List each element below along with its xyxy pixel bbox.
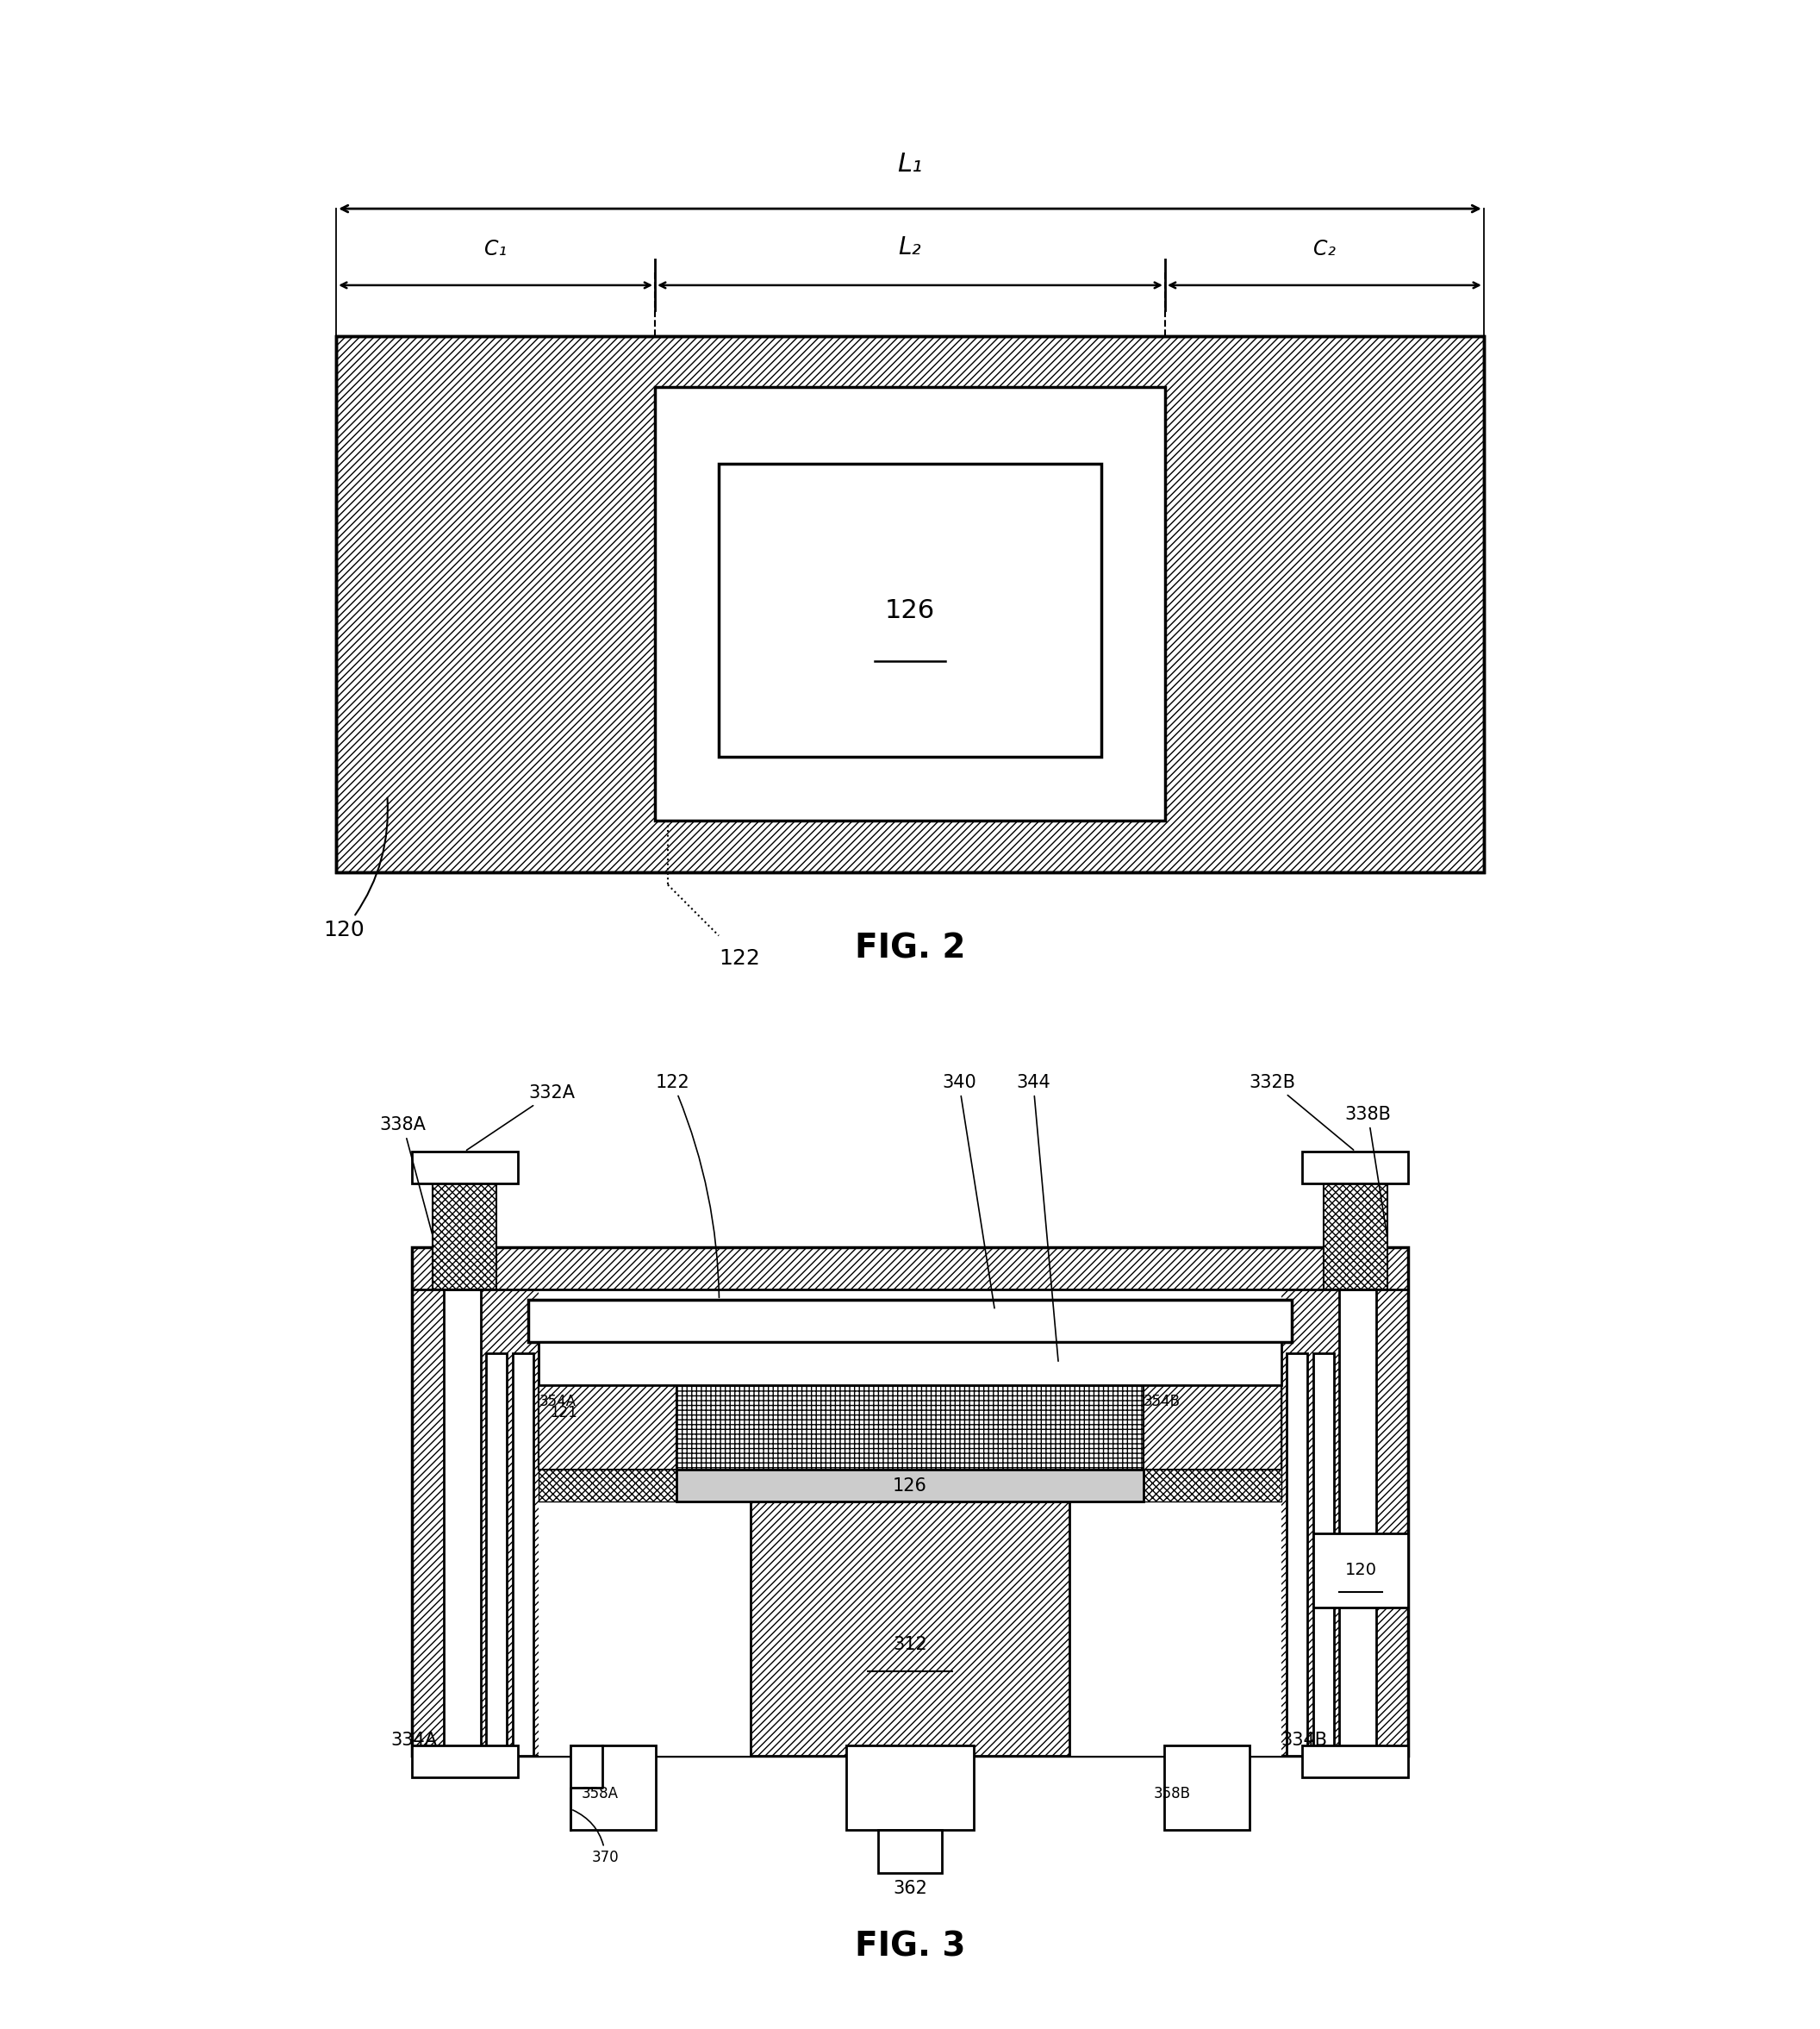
Text: FIG. 3: FIG. 3 — [855, 1930, 965, 1964]
Text: 332B: 332B — [1249, 1073, 1354, 1150]
Text: C₂: C₂ — [1314, 239, 1336, 260]
Text: 121: 121 — [550, 1404, 577, 1420]
Bar — [1143, 1384, 1281, 1469]
Bar — [719, 465, 1101, 757]
Text: 334A: 334A — [391, 1731, 437, 1749]
Text: C₁: C₁ — [484, 239, 506, 260]
Text: 338B: 338B — [1345, 1106, 1390, 1234]
Text: 122: 122 — [719, 948, 761, 970]
Text: 362: 362 — [894, 1881, 926, 1897]
Bar — [1340, 1288, 1376, 1755]
Bar — [539, 1343, 1281, 1469]
Bar — [655, 388, 1165, 822]
Bar — [1165, 1745, 1249, 1830]
Text: 120: 120 — [324, 797, 388, 939]
Text: FIG. 2: FIG. 2 — [855, 931, 965, 964]
Bar — [879, 1830, 941, 1873]
Text: 340: 340 — [941, 1073, 994, 1309]
Text: 354A: 354A — [539, 1394, 575, 1410]
Bar — [444, 1288, 480, 1755]
Text: 120: 120 — [1345, 1562, 1376, 1579]
Bar — [655, 388, 1165, 822]
Bar — [571, 1745, 655, 1830]
Text: 126: 126 — [894, 1477, 926, 1493]
Bar — [1303, 1152, 1409, 1183]
Bar — [513, 1353, 533, 1755]
Text: 358A: 358A — [581, 1786, 619, 1802]
Text: L₂: L₂ — [899, 235, 921, 260]
Text: L₁: L₁ — [897, 152, 923, 177]
Text: 312: 312 — [894, 1635, 926, 1654]
Bar — [486, 1353, 508, 1755]
Bar — [846, 1745, 974, 1830]
Bar — [1312, 1534, 1409, 1607]
Bar — [528, 1301, 1292, 1343]
Bar — [539, 1384, 752, 1501]
Text: 358B: 358B — [1154, 1786, 1190, 1802]
Bar — [411, 1248, 1409, 1755]
Text: 370: 370 — [573, 1810, 619, 1865]
Text: 334B: 334B — [1281, 1731, 1327, 1749]
Text: 122: 122 — [655, 1073, 719, 1299]
Bar — [1312, 1353, 1334, 1755]
Text: 344: 344 — [1016, 1073, 1057, 1361]
Bar — [539, 1343, 1281, 1384]
Bar — [1068, 1384, 1281, 1501]
Text: 338A: 338A — [380, 1116, 431, 1234]
Bar — [677, 1469, 1143, 1501]
Text: 354B: 354B — [1143, 1394, 1181, 1410]
Bar — [752, 1501, 1068, 1755]
Bar — [539, 1288, 1281, 1755]
Bar — [1323, 1183, 1387, 1288]
Text: 126: 126 — [885, 599, 935, 623]
Bar — [1303, 1745, 1409, 1777]
Bar — [1287, 1353, 1307, 1755]
Bar — [337, 337, 1483, 872]
Bar — [411, 1152, 517, 1183]
Bar — [539, 1384, 677, 1469]
Bar — [411, 1745, 517, 1777]
Bar — [337, 337, 1483, 872]
Text: 332A: 332A — [466, 1086, 575, 1150]
Bar — [433, 1183, 497, 1288]
